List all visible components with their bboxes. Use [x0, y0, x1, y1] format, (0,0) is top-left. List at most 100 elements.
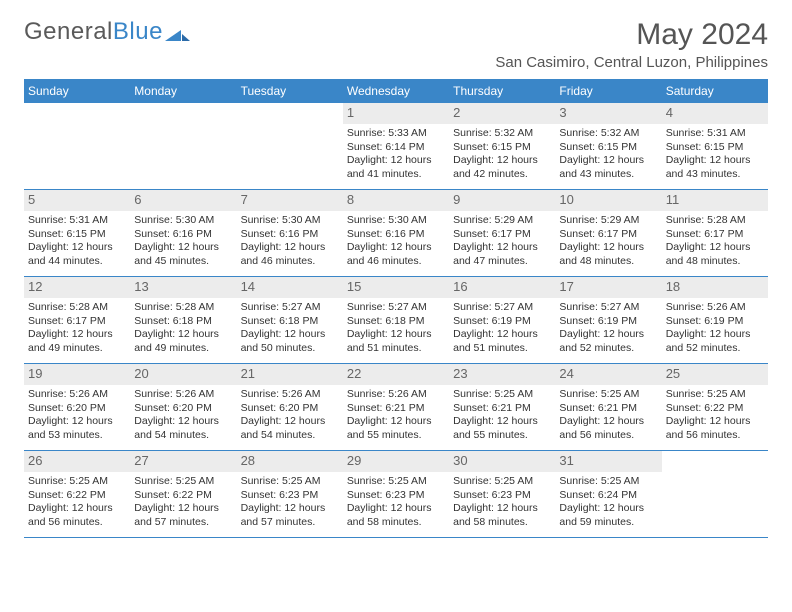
weekday-cell: Friday: [555, 79, 661, 103]
day-number: 9: [449, 190, 555, 211]
sunset-text: Sunset: 6:17 PM: [666, 228, 764, 242]
day-number: 27: [130, 451, 236, 472]
weeks-container: 1Sunrise: 5:33 AMSunset: 6:14 PMDaylight…: [24, 103, 768, 538]
day-cell: 28Sunrise: 5:25 AMSunset: 6:23 PMDayligh…: [237, 451, 343, 537]
sunset-text: Sunset: 6:15 PM: [453, 141, 551, 155]
daylight2-text: and 57 minutes.: [134, 516, 232, 530]
sunrise-text: Sunrise: 5:28 AM: [666, 214, 764, 228]
daylight1-text: Daylight: 12 hours: [134, 328, 232, 342]
day-cell: 11 Sunrise: 5:28 AMSunset: 6:17 PMDayligh…: [662, 190, 768, 276]
sunrise-text: Sunrise: 5:27 AM: [559, 301, 657, 315]
day-cell: 25Sunrise: 5:25 AMSunset: 6:22 PMDayligh…: [662, 364, 768, 450]
sunrise-text: Sunrise: 5:25 AM: [241, 475, 339, 489]
sunset-text: Sunset: 6:23 PM: [347, 489, 445, 503]
sunset-text: Sunset: 6:23 PM: [453, 489, 551, 503]
sunset-text: Sunset: 6:20 PM: [28, 402, 126, 416]
daylight2-text: and 48 minutes.: [666, 255, 764, 269]
sunset-text: Sunset: 6:19 PM: [666, 315, 764, 329]
day-number: 21: [237, 364, 343, 385]
sunrise-text: Sunrise: 5:30 AM: [347, 214, 445, 228]
day-number: 17: [555, 277, 661, 298]
sunset-text: Sunset: 6:20 PM: [241, 402, 339, 416]
sunset-text: Sunset: 6:16 PM: [134, 228, 232, 242]
sunset-text: Sunset: 6:15 PM: [559, 141, 657, 155]
day-number: 13: [130, 277, 236, 298]
daylight2-text: and 49 minutes.: [134, 342, 232, 356]
sunrise-text: Sunrise: 5:26 AM: [241, 388, 339, 402]
sunset-text: Sunset: 6:18 PM: [134, 315, 232, 329]
sunset-text: Sunset: 6:18 PM: [347, 315, 445, 329]
day-cell: 21Sunrise: 5:26 AMSunset: 6:20 PMDayligh…: [237, 364, 343, 450]
sunset-text: Sunset: 6:16 PM: [241, 228, 339, 242]
daylight2-text: and 46 minutes.: [241, 255, 339, 269]
daylight2-text: and 56 minutes.: [666, 429, 764, 443]
sunset-text: Sunset: 6:21 PM: [347, 402, 445, 416]
day-cell: 2Sunrise: 5:32 AMSunset: 6:15 PMDaylight…: [449, 103, 555, 189]
day-cell: [130, 103, 236, 189]
sunset-text: Sunset: 6:21 PM: [453, 402, 551, 416]
sunrise-text: Sunrise: 5:27 AM: [347, 301, 445, 315]
day-number: 19: [24, 364, 130, 385]
daylight2-text: and 55 minutes.: [347, 429, 445, 443]
location-text: San Casimiro, Central Luzon, Philippines: [495, 54, 768, 71]
day-number: 3: [555, 103, 661, 124]
sunrise-text: Sunrise: 5:28 AM: [134, 301, 232, 315]
sunrise-text: Sunrise: 5:25 AM: [134, 475, 232, 489]
header: GeneralBlue May 2024 San Casimiro, Centr…: [24, 18, 768, 71]
daylight1-text: Daylight: 12 hours: [347, 328, 445, 342]
day-cell: 9Sunrise: 5:29 AMSunset: 6:17 PMDaylight…: [449, 190, 555, 276]
day-number: 12: [24, 277, 130, 298]
day-number: 29: [343, 451, 449, 472]
day-cell: 13 Sunrise: 5:28 AMSunset: 6:18 PMDayligh…: [130, 277, 236, 363]
daylight2-text: and 54 minutes.: [134, 429, 232, 443]
sunset-text: Sunset: 6:14 PM: [347, 141, 445, 155]
weekday-cell: Sunday: [24, 79, 130, 103]
logo-text-2: Blue: [113, 18, 163, 46]
day-cell: 27Sunrise: 5:25 AMSunset: 6:22 PMDayligh…: [130, 451, 236, 537]
logo-text-1: General: [24, 18, 113, 46]
sunrise-text: Sunrise: 5:29 AM: [453, 214, 551, 228]
sunrise-text: Sunrise: 5:29 AM: [559, 214, 657, 228]
day-cell: 23Sunrise: 5:25 AMSunset: 6:21 PMDayligh…: [449, 364, 555, 450]
sunrise-text: Sunrise: 5:25 AM: [347, 475, 445, 489]
sunrise-text: Sunrise: 5:25 AM: [28, 475, 126, 489]
day-number: 11: [662, 190, 768, 211]
day-cell: 29 Sunrise: 5:25 AMSunset: 6:23 PMDayligh…: [343, 451, 449, 537]
daylight2-text: and 54 minutes.: [241, 429, 339, 443]
daylight1-text: Daylight: 12 hours: [241, 328, 339, 342]
day-number: 6: [130, 190, 236, 211]
daylight1-text: Daylight: 12 hours: [134, 502, 232, 516]
sunrise-text: Sunrise: 5:30 AM: [134, 214, 232, 228]
title-block: May 2024 San Casimiro, Central Luzon, Ph…: [495, 18, 768, 71]
day-cell: 5Sunrise: 5:31 AMSunset: 6:15 PMDaylight…: [24, 190, 130, 276]
weekday-cell: Wednesday: [343, 79, 449, 103]
sunset-text: Sunset: 6:20 PM: [134, 402, 232, 416]
weekday-cell: Saturday: [662, 79, 768, 103]
day-cell: 26Sunrise: 5:25 AMSunset: 6:22 PMDayligh…: [24, 451, 130, 537]
daylight2-text: and 45 minutes.: [134, 255, 232, 269]
day-cell: 10Sunrise: 5:29 AMSunset: 6:17 PMDayligh…: [555, 190, 661, 276]
daylight1-text: Daylight: 12 hours: [666, 328, 764, 342]
day-number: 15: [343, 277, 449, 298]
day-cell: 14Sunrise: 5:27 AMSunset: 6:18 PMDayligh…: [237, 277, 343, 363]
daylight1-text: Daylight: 12 hours: [453, 502, 551, 516]
day-number: 2: [449, 103, 555, 124]
day-cell: 18Sunrise: 5:26 AMSunset: 6:19 PMDayligh…: [662, 277, 768, 363]
week-row: 5Sunrise: 5:31 AMSunset: 6:15 PMDaylight…: [24, 190, 768, 277]
day-cell: 24Sunrise: 5:25 AMSunset: 6:21 PMDayligh…: [555, 364, 661, 450]
daylight2-text: and 41 minutes.: [347, 168, 445, 182]
daylight1-text: Daylight: 12 hours: [347, 502, 445, 516]
sunset-text: Sunset: 6:19 PM: [453, 315, 551, 329]
sunset-text: Sunset: 6:24 PM: [559, 489, 657, 503]
daylight2-text: and 44 minutes.: [28, 255, 126, 269]
daylight1-text: Daylight: 12 hours: [28, 502, 126, 516]
sunrise-text: Sunrise: 5:25 AM: [453, 475, 551, 489]
daylight1-text: Daylight: 12 hours: [666, 241, 764, 255]
sunset-text: Sunset: 6:18 PM: [241, 315, 339, 329]
day-cell: 16Sunrise: 5:27 AMSunset: 6:19 PMDayligh…: [449, 277, 555, 363]
day-cell: 17Sunrise: 5:27 AMSunset: 6:19 PMDayligh…: [555, 277, 661, 363]
daylight2-text: and 43 minutes.: [559, 168, 657, 182]
sunset-text: Sunset: 6:22 PM: [28, 489, 126, 503]
sunrise-text: Sunrise: 5:26 AM: [134, 388, 232, 402]
day-cell: 4Sunrise: 5:31 AMSunset: 6:15 PMDaylight…: [662, 103, 768, 189]
